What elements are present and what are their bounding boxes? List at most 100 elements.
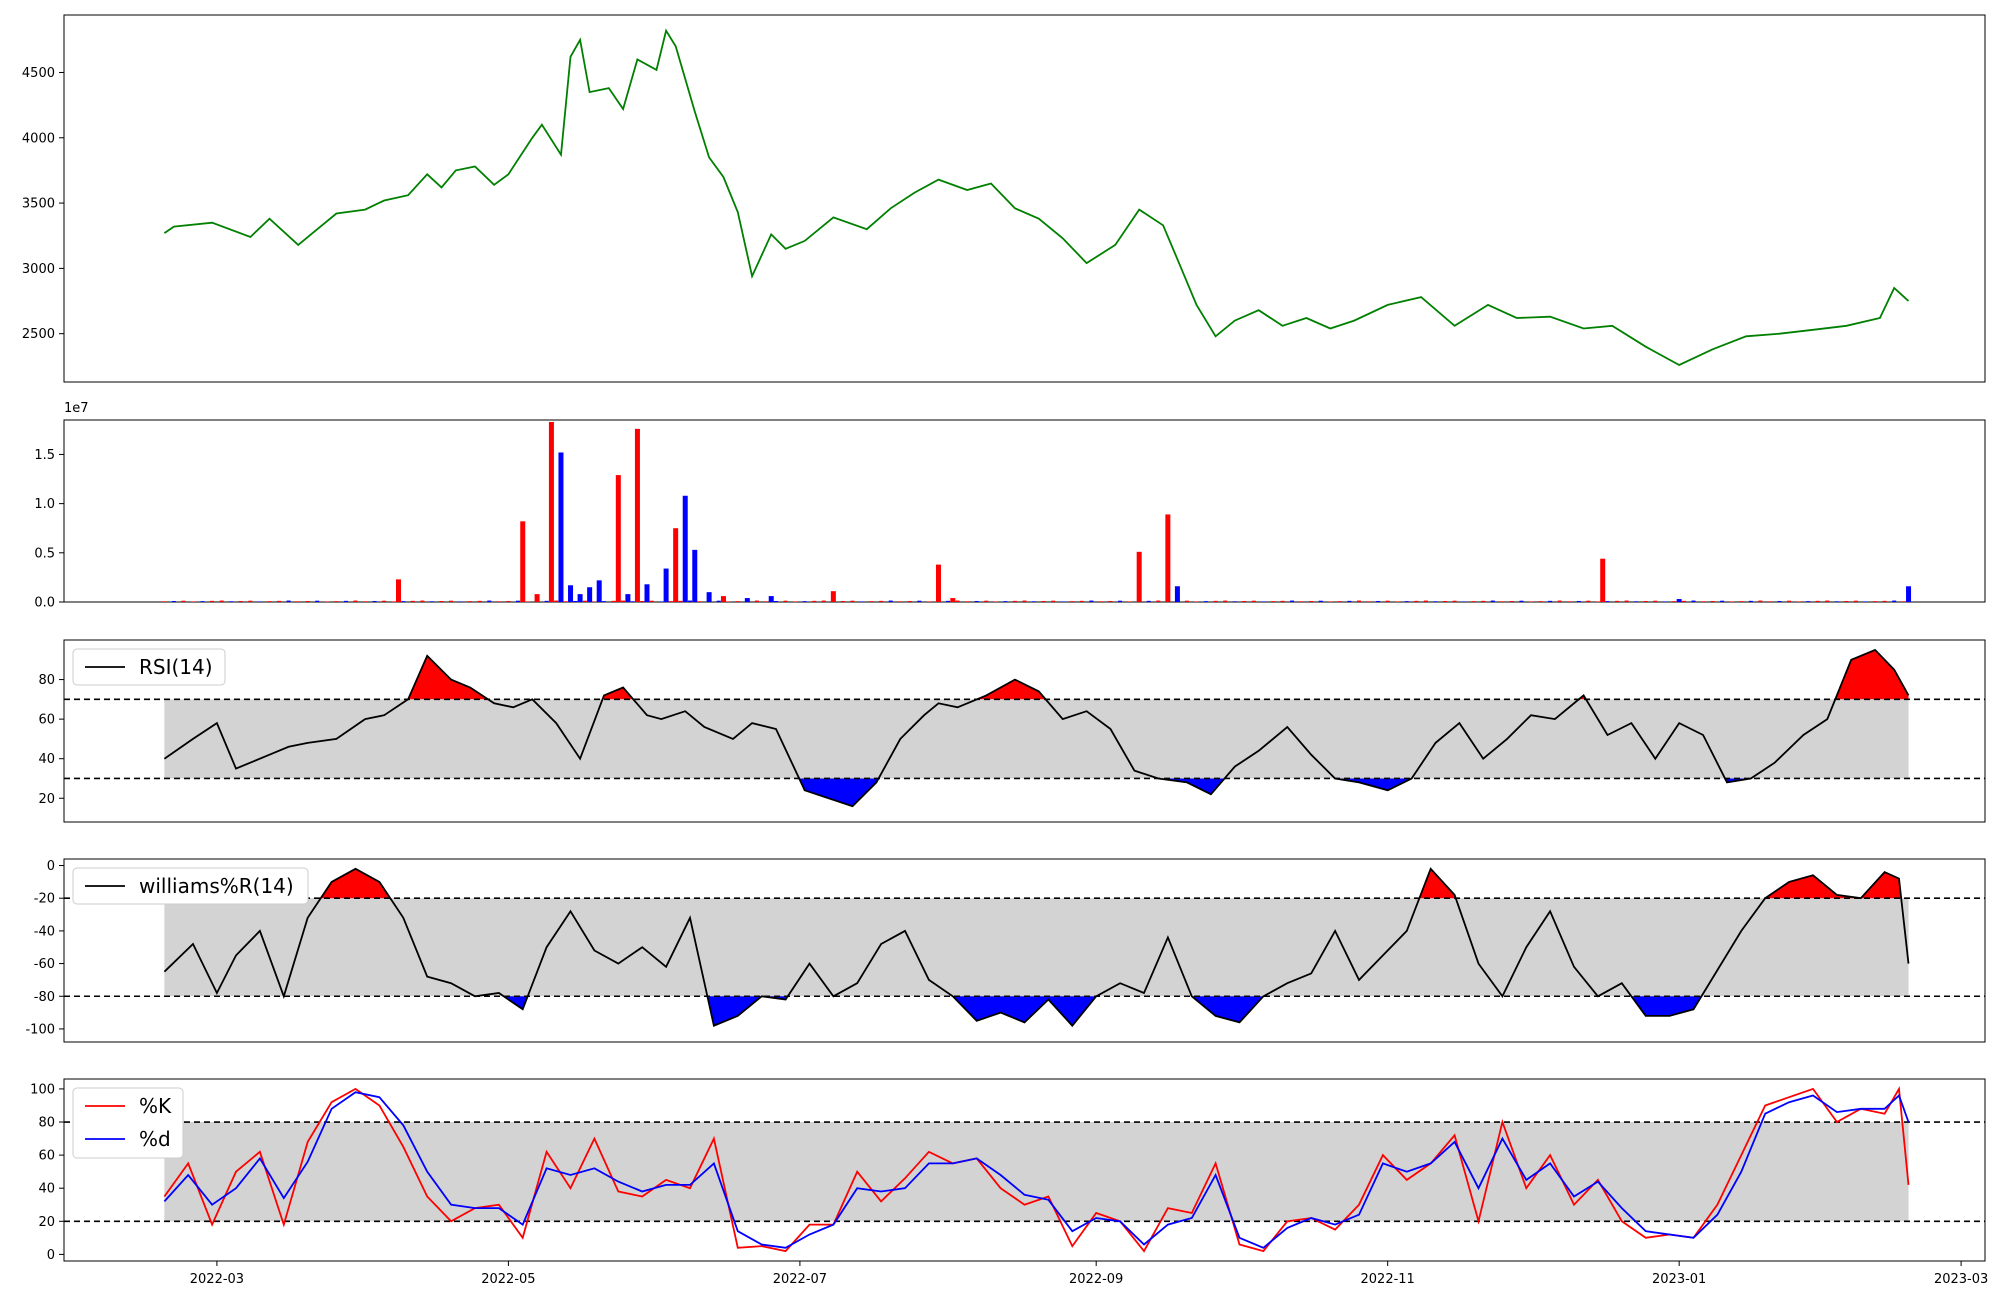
volume-bar [410, 600, 415, 602]
x-tick-label: 2022-09 [1069, 1272, 1123, 1287]
volume-bar [1586, 600, 1591, 602]
rsi-legend: RSI(14) [72, 648, 226, 686]
volume-bar [324, 601, 329, 602]
volume-bar [726, 601, 731, 602]
volume-bar [1270, 601, 1275, 602]
volume-bar [1433, 601, 1438, 602]
volume-bar [563, 601, 568, 602]
volume-bar [449, 600, 454, 602]
volume-bar [678, 600, 683, 602]
volume-bar [525, 601, 530, 602]
y-tick-label: 2500 [22, 327, 55, 342]
volume-bar [1357, 600, 1362, 602]
volume-bar [1136, 551, 1142, 602]
volume-bar [238, 600, 243, 602]
volume-bar [439, 600, 444, 602]
volume-bar [974, 600, 979, 602]
volume-bar [1906, 586, 1912, 602]
y-tick-label: 0 [47, 859, 55, 874]
volume-bar [1538, 601, 1543, 602]
volume-bar [171, 600, 176, 602]
volume-bar [812, 600, 817, 602]
volume-bar [764, 601, 769, 602]
y-tick-label: 4000 [22, 131, 55, 146]
volume-bar [1681, 600, 1686, 602]
volume-bar [984, 600, 989, 602]
volume-bar [1032, 601, 1037, 602]
volume-bar [554, 600, 559, 602]
volume-bar [1328, 601, 1333, 602]
legend-box [72, 867, 309, 905]
volume-bar [754, 600, 759, 602]
volume-bar [1070, 601, 1075, 602]
legend-label-k: %K [139, 1094, 172, 1118]
volume-bar [162, 601, 167, 602]
volume-bar [191, 601, 196, 602]
volume-bar [879, 600, 884, 602]
legend-label-d: %d [139, 1127, 171, 1151]
volume-bar [1662, 601, 1667, 602]
stoch-k-line [163, 1086, 1910, 1253]
volume-bar [200, 601, 205, 602]
volume-bar [515, 600, 520, 602]
volume-bar [1471, 601, 1476, 602]
volume-bar [1490, 600, 1495, 602]
volume-bar [1280, 600, 1285, 602]
volume-bar [1882, 600, 1887, 602]
volume-bar [1787, 600, 1792, 602]
volume-bar [1003, 601, 1008, 602]
volume-bar [1404, 601, 1409, 602]
volume-bar [353, 600, 358, 602]
x-tick-label: 2023-01 [1652, 1272, 1706, 1287]
volume-bar [783, 600, 788, 602]
williams-panel [63, 858, 1986, 1043]
volume-bar [1873, 601, 1878, 602]
williams-line [163, 867, 1910, 1028]
volume-bar [1529, 601, 1534, 602]
volume-bar [935, 564, 941, 602]
volume-bar [1892, 600, 1897, 602]
volume-bar [257, 601, 262, 602]
volume-bar [1748, 600, 1753, 602]
volume-bar [1089, 600, 1094, 602]
volume-bar [277, 600, 282, 602]
stochastic-legend: %K %d [72, 1087, 184, 1159]
volume-bar [296, 601, 301, 602]
volume-bar [697, 601, 702, 602]
volume-bar [601, 601, 606, 602]
price-panel [63, 14, 1986, 383]
volume-bar [668, 601, 673, 602]
y-tick-label: 1.0 [34, 497, 55, 512]
williams-oversold-fill [1191, 996, 1264, 1023]
volume-bar [1232, 601, 1237, 602]
y-tick-label: 60 [38, 1149, 55, 1164]
volume-bar [720, 596, 726, 602]
volume-bar [1509, 600, 1514, 602]
y-tick-label: 40 [38, 752, 55, 767]
y-tick-label: 100 [30, 1082, 55, 1097]
volume-bar [1462, 601, 1467, 602]
legend-label-rsi: RSI(14) [139, 655, 213, 679]
volume-bar [793, 601, 798, 602]
volume-bar [210, 600, 215, 602]
volume-bar [1834, 601, 1839, 602]
volume-bar [363, 601, 368, 602]
y-tick-label: -40 [34, 924, 55, 939]
volume-bar [343, 600, 348, 602]
volume-bar [907, 600, 912, 602]
volume-bar [1060, 601, 1065, 602]
y-tick-label: 40 [38, 1182, 55, 1197]
volume-panel [63, 419, 1986, 603]
volume-bar [860, 601, 865, 602]
volume-bar [1204, 601, 1209, 602]
volume-bar [1624, 600, 1629, 602]
rsi-overbought-fill [976, 679, 1046, 700]
volume-bar [917, 600, 922, 602]
volume-bar [946, 600, 951, 602]
volume-bar [1041, 600, 1046, 602]
volume-bar [1108, 600, 1113, 602]
volume-bar [506, 600, 511, 602]
stochastic-panel [63, 1078, 1986, 1262]
volume-bar [1567, 601, 1572, 602]
